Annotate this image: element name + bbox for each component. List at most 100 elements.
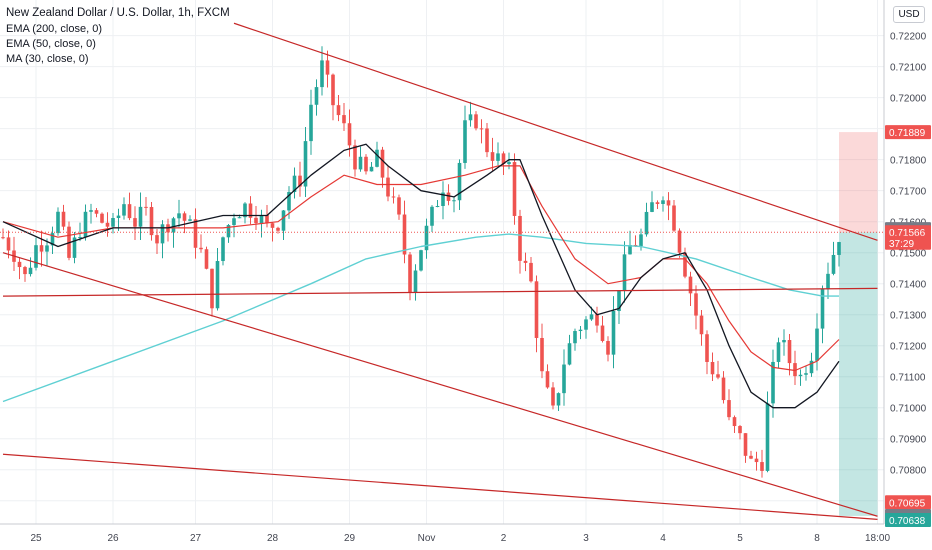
legend-ema200[interactable]: EMA (200, close, 0) (6, 23, 102, 35)
y-tick-label: 0.72200 (890, 32, 927, 43)
y-tick-label: 0.71700 (890, 187, 927, 198)
candle-body (782, 340, 786, 343)
candle-body (23, 267, 27, 275)
candle-body (248, 203, 253, 218)
trend-line[interactable] (2, 252, 878, 517)
candle-body (573, 331, 577, 344)
candle-body (160, 224, 165, 244)
candle-body (105, 222, 110, 227)
candle-body (496, 153, 500, 161)
candle-body (369, 166, 374, 172)
candle-body (56, 211, 60, 234)
candle-body (386, 177, 390, 197)
candle-body (677, 230, 682, 253)
candle-body (347, 123, 352, 146)
time-axis[interactable]: 25 26 27 28 29 Nov 2 3 4 5 8 18:00 (0, 523, 932, 550)
candle-body (232, 218, 236, 226)
x-tick-label: 4 (660, 533, 666, 544)
candle-body (303, 141, 308, 187)
candle-body (430, 206, 434, 226)
y-tick-label: 0.70900 (890, 435, 927, 446)
candle-body (276, 227, 280, 231)
candle-body (831, 254, 836, 274)
currency-badge[interactable]: USD (893, 6, 925, 23)
candle-body (94, 210, 99, 214)
candle-body (479, 128, 484, 130)
candles (1, 46, 841, 478)
legend-ema50[interactable]: EMA (50, close, 0) (6, 38, 96, 50)
candle-body (171, 218, 176, 233)
candle-body (149, 207, 154, 236)
price-axis-bg (884, 0, 932, 550)
candle-body (749, 455, 753, 459)
candle-body (204, 249, 209, 269)
trend-line[interactable] (2, 287, 878, 297)
candle-body (39, 245, 44, 252)
candle-body (776, 342, 781, 362)
price-marker-bg (885, 512, 931, 527)
x-tick-label: 18:00 (865, 533, 890, 544)
candle-body (606, 340, 610, 355)
candle-body (485, 128, 489, 153)
candle-body (144, 206, 148, 208)
x-tick-label: 27 (190, 533, 202, 544)
candle-body (765, 403, 770, 471)
candle-body (501, 153, 506, 165)
candle-body (265, 214, 269, 224)
candle-body (628, 244, 632, 255)
y-tick-label: 0.72000 (890, 94, 927, 105)
candle-body (699, 315, 704, 335)
x-tick-label: 2 (501, 533, 507, 544)
candle-body (452, 200, 456, 202)
legend-ma30[interactable]: MA (30, close, 0) (6, 53, 89, 65)
candle-body (309, 104, 313, 142)
candle-body (358, 156, 363, 170)
candle-body (325, 60, 330, 75)
candle-body (771, 361, 775, 404)
candle-body (578, 329, 583, 332)
price-marker-bg (885, 235, 931, 250)
candle-body (226, 225, 231, 238)
candle-body (298, 175, 302, 187)
candle-body (402, 214, 407, 255)
take-profit-zone (839, 232, 878, 516)
candle-body (221, 237, 225, 262)
candle-body (413, 270, 418, 293)
candle-body (215, 261, 220, 309)
candle-body (331, 74, 335, 106)
ma30-line (2, 143, 840, 409)
x-tick-label: 5 (737, 533, 743, 544)
x-tick-label: 29 (344, 533, 356, 544)
candle-body (287, 191, 291, 211)
time-axis-bg (0, 524, 932, 550)
position-box (839, 132, 878, 516)
candle-body (529, 262, 533, 282)
trend-line[interactable] (233, 22, 878, 241)
candle-body (754, 458, 759, 463)
candle-body (666, 200, 671, 206)
candle-body (243, 203, 247, 218)
candle-body (793, 363, 797, 377)
candle-body (743, 433, 748, 456)
candle-body (281, 210, 286, 231)
candle-body (809, 360, 814, 374)
candle-body (155, 235, 159, 244)
indicator-lines (2, 143, 840, 409)
trend-line[interactable] (2, 453, 878, 520)
price-marker-bg (885, 125, 931, 140)
candle-body (661, 200, 665, 204)
price-marker-bg (885, 495, 931, 510)
candle-body (655, 202, 660, 204)
candle-body (633, 244, 638, 246)
candle-body (639, 234, 643, 246)
price-axis[interactable]: 0.722000.721000.720000.719000.718000.717… (883, 0, 932, 550)
price-marker-label: 0.70695 (889, 498, 926, 509)
candle-body (446, 192, 451, 201)
candle-body (512, 162, 517, 216)
candle-body (6, 237, 11, 251)
candle-body (540, 337, 544, 372)
candle-body (111, 218, 115, 227)
candle-body (716, 374, 720, 378)
candle-body (89, 210, 93, 212)
